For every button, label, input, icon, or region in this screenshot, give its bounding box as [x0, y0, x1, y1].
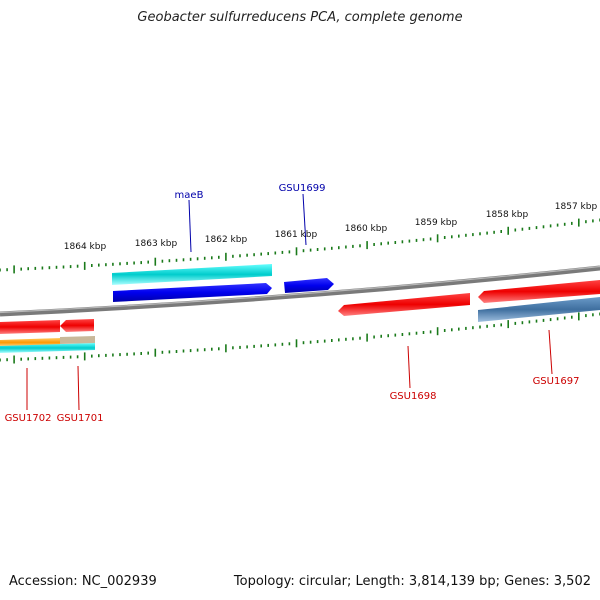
gene-feature-GSU1702[interactable]: [0, 320, 60, 334]
gene-feature-GSU1701[interactable]: [60, 319, 94, 332]
genome-backbone: [0, 265, 600, 317]
leader-line-GSU1698: [407, 345, 411, 389]
gene-feature-maeB[interactable]: [113, 283, 272, 302]
scale-label-1858: 1858 kbp: [485, 210, 529, 220]
scale-label-1863: 1863 kbp: [134, 239, 178, 249]
gene-label-GSU1698[interactable]: GSU1698: [389, 391, 437, 402]
scale-ticks-lower: [0, 312, 600, 364]
scale-label-1857: 1857 kbp: [554, 202, 598, 212]
gene-label-GSU1702[interactable]: GSU1702: [4, 413, 52, 424]
leader-line-GSU1697: [548, 329, 553, 375]
gene-label-GSU1701[interactable]: GSU1701: [56, 413, 104, 424]
leader-line-GSU1699: [302, 193, 307, 246]
scale-label-1862: 1862 kbp: [204, 235, 248, 245]
genome-summary-text: Topology: circular; Length: 3,814,139 bp…: [233, 574, 591, 589]
scale-label-1864: 1864 kbp: [63, 242, 107, 252]
gene-feature-GSU1697[interactable]: [478, 297, 600, 322]
scale-label-1859: 1859 kbp: [414, 218, 458, 228]
leader-line-maeB: [188, 199, 192, 253]
leader-line-GSU1701: [77, 365, 80, 411]
accession-text: Accession: NC_002939: [9, 574, 157, 589]
gene-feature-forward-right[interactable]: [478, 280, 600, 303]
gene-feature-cyan[interactable]: [112, 264, 272, 285]
scale-ticks-upper: [0, 218, 600, 274]
gene-feature-GSU1698[interactable]: [338, 293, 470, 316]
gene-label-GSU1699[interactable]: GSU1699: [278, 183, 326, 194]
genome-title: Geobacter sulfurreducens PCA, complete g…: [137, 10, 463, 25]
gene-label-maeB[interactable]: maeB: [174, 190, 204, 201]
scale-label-1860: 1860 kbp: [344, 224, 388, 234]
gene-label-GSU1697[interactable]: GSU1697: [532, 376, 580, 387]
gene-feature-cyan-lower[interactable]: [0, 343, 95, 353]
gene-feature-tan[interactable]: [60, 336, 95, 344]
scale-label-1861: 1861 kbp: [274, 230, 318, 240]
gene-feature-GSU1699[interactable]: [284, 278, 334, 293]
